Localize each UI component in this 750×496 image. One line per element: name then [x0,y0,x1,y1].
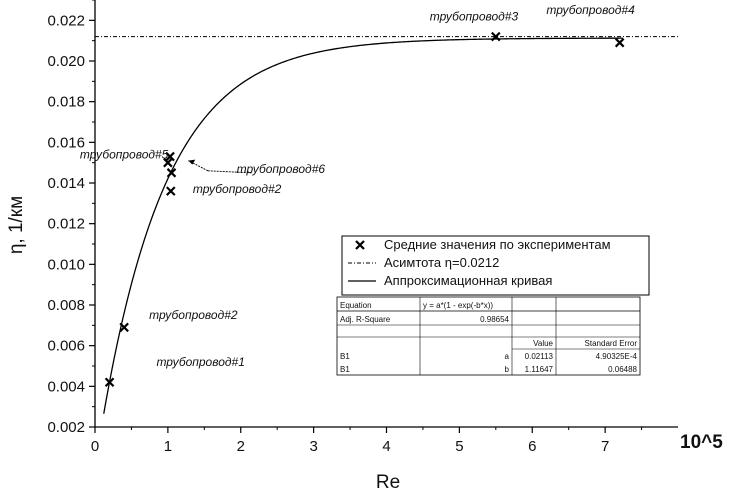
fit-table-cell: B1 [340,352,350,361]
legend-marker-x [355,240,365,250]
x-axis-title: Re [376,472,400,493]
data-point-6 [166,186,176,196]
fit-table-cell: B1 [340,365,350,374]
fit-table: Equation y = a*(1 - exp(-b*x)) Adj. R-Squa… [336,296,641,376]
fit-table-cell: Equation [340,301,372,310]
x-tick-label: 5 [455,438,463,455]
fit-table-cell: 0.06488 [608,365,637,374]
x-tick-label: 2 [237,438,245,455]
fit-table-cell: y = a*(1 - exp(-b*x)) [423,301,493,310]
x-ticks: 0 1 2 3 4 5 6 7 [91,427,643,455]
y-tick-label: 0.020 [47,53,85,70]
y-tick-label: 0.012 [47,216,85,233]
fit-table-cell: 1.11647 [525,365,554,374]
legend-label: Асимтота η=0.0212 [384,255,499,270]
fit-curve [103,37,623,414]
x-tick-label: 1 [164,438,172,455]
fit-table-cell: Adj. R-Square [340,315,391,324]
fit-table-box [336,296,641,376]
x-tick-label: 4 [382,438,390,455]
data-point-4 [165,151,175,162]
fit-table-cell: 0.02113 [525,352,554,361]
annotation-label: трубопровод#6 [237,162,326,176]
data-points [104,31,625,388]
y-tick-label: 0.016 [47,134,85,151]
x-tick-label: 0 [91,438,99,455]
y-tick-label: 0.010 [47,256,85,273]
fit-table-cell: b [505,365,510,374]
annotation-label: трубопровод#4 [546,3,635,17]
data-point-8 [614,37,625,48]
data-point-7 [491,31,501,42]
y-tick-label: 0.004 [47,378,85,395]
x-axis-multiplier: 10^5 [680,432,723,453]
fit-table-cell: a [505,352,510,361]
data-point-1 [104,377,115,388]
y-tick-label: 0.014 [47,175,85,192]
data-point-5 [166,168,177,178]
legend-box [341,235,650,296]
annotation-label: трубопровод#2 [149,308,238,322]
fit-table-cell: 0.98654 [480,315,509,324]
fit-curve-path [103,37,623,414]
fit-table-cell: Standard Error [585,339,638,348]
fit-table-cell: 4.90325E-4 [596,352,638,361]
fit-table-cell: Value [533,339,553,348]
x-tick-label: 7 [601,438,609,455]
annotations: трубопровод#3 трубопровод#4 трубопровод#5 т… [80,3,635,369]
data-point-3 [163,157,173,168]
y-tick-label: 0.022 [47,12,85,29]
annotation-label: трубопровод#1 [156,355,244,369]
y-tick-label: 0.002 [47,419,85,436]
data-point-2 [119,322,129,333]
y-tick-label: 0.018 [47,94,85,111]
annotation-label: трубопровод#3 [430,9,519,23]
x-tick-label: 6 [528,438,536,455]
annotation-label: трубопровод#2 [193,182,282,196]
x-tick-label: 3 [309,438,317,455]
legend-label: Аппроксимационная кривая [384,273,552,288]
y-tick-label: 0.008 [47,297,85,314]
annotation-arrowhead [188,159,196,165]
legend-label: Средние значения по экспериментам [384,237,611,252]
legend: Средние значения по экспериментам Асимтот… [341,235,650,296]
annotation-label: трубопровод#5 [80,148,169,162]
y-tick-label: 0.006 [47,338,85,355]
y-axis-title: η, 1/км [6,196,27,254]
y-ticks: 0.002 0.004 0.006 0.008 0.010 0.012 0.014 0.016… [47,0,95,436]
